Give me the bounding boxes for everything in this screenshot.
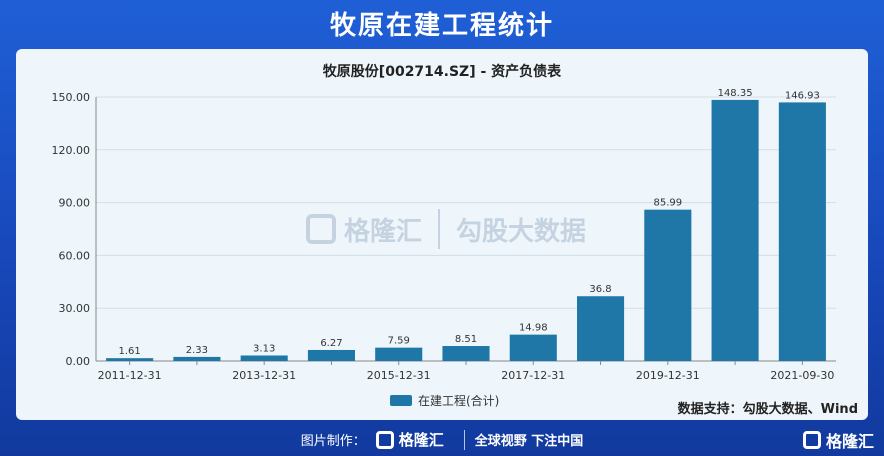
data-label: 14.98 xyxy=(519,323,548,334)
x-tick-label: 2013-12-31 xyxy=(232,369,296,382)
bar xyxy=(711,99,759,362)
x-tick-label: 2015-12-31 xyxy=(367,369,431,382)
data-label: 6.27 xyxy=(320,338,342,349)
bar-chart: 0.00 30.00 60.00 90.00 120.00 150.00 1.61 2011-… xyxy=(52,88,836,382)
x-tick-label: 2019-12-31 xyxy=(636,369,700,382)
data-label: 7.59 xyxy=(388,336,410,347)
bar xyxy=(778,102,826,361)
bar xyxy=(240,355,288,361)
bar xyxy=(442,346,490,361)
bar xyxy=(644,209,692,361)
banner-title: 牧原在建工程统计 xyxy=(329,10,554,41)
bar xyxy=(509,334,557,361)
y-tick-label: 150.00 xyxy=(52,91,91,104)
banner: 牧原在建工程统计 xyxy=(0,0,884,46)
corner-logo: 格隆汇 xyxy=(802,428,874,452)
bar xyxy=(577,296,625,361)
y-tick-label: 120.00 xyxy=(52,144,91,157)
bar xyxy=(106,358,154,361)
corner-logo-text: 格隆汇 xyxy=(825,432,874,451)
bar xyxy=(173,356,221,361)
data-label: 3.13 xyxy=(253,343,275,354)
chart-title: 牧原股份[002714.SZ] - 资产负债表 xyxy=(322,64,562,80)
y-tick-label: 0.00 xyxy=(66,355,91,368)
data-label: 1.61 xyxy=(119,346,141,357)
footer-credit: 图片制作： xyxy=(300,434,366,449)
legend-label: 在建工程(合计) xyxy=(418,394,500,408)
bar xyxy=(307,349,355,361)
x-tick-label: 2011-12-31 xyxy=(98,369,162,382)
bar xyxy=(375,347,423,361)
data-label: 85.99 xyxy=(653,198,682,209)
y-tick-label: 30.00 xyxy=(59,302,91,315)
data-source: 数据支持：勾股大数据、Wind xyxy=(677,402,858,417)
data-label: 148.35 xyxy=(718,88,753,99)
footer-slogan: 全球视野 下注中国 xyxy=(474,434,584,449)
footer: 图片制作： 格隆汇 全球视野 下注中国 xyxy=(0,423,884,456)
footer-logo-text: 格隆汇 xyxy=(398,431,444,449)
footer-logo: 格隆汇 xyxy=(375,429,444,450)
x-tick-label: 2021-09-30 xyxy=(770,369,834,382)
data-label: 36.8 xyxy=(589,284,611,295)
corner-logo-icon xyxy=(802,431,821,449)
data-label: 8.51 xyxy=(455,334,477,345)
chart-card: 牧原股份[002714.SZ] - 资产负债表 格隆汇 勾股大数据 0.00 30… xyxy=(16,49,868,420)
y-tick-label: 90.00 xyxy=(59,197,91,210)
data-label: 146.93 xyxy=(785,90,820,101)
legend[interactable]: 在建工程(合计) xyxy=(390,392,499,409)
footer-divider xyxy=(463,429,465,450)
x-tick-label: 2017-12-31 xyxy=(501,369,565,382)
data-label: 2.33 xyxy=(186,345,208,356)
legend-swatch xyxy=(390,395,412,406)
y-tick-label: 60.00 xyxy=(59,249,91,262)
footer-logo-icon xyxy=(375,430,394,449)
